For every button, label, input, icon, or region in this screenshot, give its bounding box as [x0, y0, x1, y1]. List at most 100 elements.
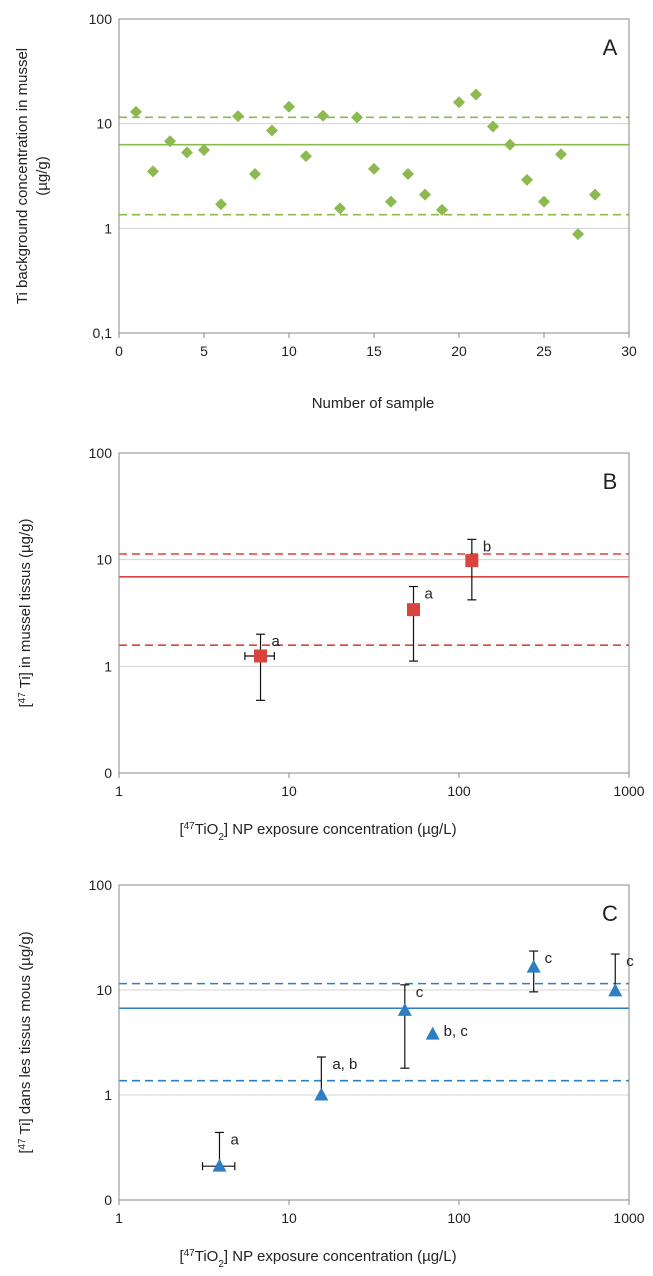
diamond-marker	[232, 110, 244, 123]
y-tick-label: 0,1	[93, 325, 113, 341]
panel-letter: B	[603, 469, 618, 494]
x-tick-label: 20	[451, 343, 467, 359]
significance-label: b, c	[444, 1023, 469, 1040]
diamond-marker	[572, 228, 584, 241]
panel-letter: C	[602, 901, 618, 926]
triangle-marker	[526, 959, 541, 973]
triangle-marker	[397, 1002, 412, 1016]
significance-label: a, b	[332, 1056, 357, 1073]
diamond-marker	[181, 146, 193, 159]
y-tick-label: 0	[104, 1192, 112, 1208]
x-axis-title-part: TiO	[195, 1248, 219, 1265]
diamond-marker	[487, 120, 499, 133]
triangle-marker	[314, 1087, 329, 1101]
y-tick-label: 100	[89, 877, 113, 893]
x-axis-title-part: ] NP exposure concentration (µg/L)	[224, 1248, 457, 1265]
x-tick-label: 10	[281, 343, 297, 359]
diamond-marker	[521, 173, 533, 186]
x-axis-title-part: 47	[184, 1248, 196, 1259]
x-axis-title-part: ] NP exposure concentration (µg/L)	[224, 821, 457, 838]
x-tick-label: 100	[447, 783, 471, 799]
significance-label: a	[230, 1131, 239, 1148]
significance-label: c	[416, 984, 424, 1001]
y-tick-label: 10	[96, 982, 112, 998]
x-tick-label: 15	[366, 343, 382, 359]
significance-label: b	[483, 538, 491, 555]
significance-label: c	[626, 953, 634, 970]
diamond-marker	[470, 88, 482, 101]
y-tick-label: 10	[96, 552, 112, 568]
diamond-marker	[147, 165, 159, 178]
triangle-marker	[608, 983, 623, 997]
diamond-marker	[300, 150, 312, 163]
diamond-marker	[215, 198, 227, 211]
y-tick-label: 10	[96, 116, 112, 132]
y-axis-title-part: [	[17, 1149, 34, 1154]
x-axis-title: Number of sample	[312, 395, 435, 412]
x-axis-title-part: [	[179, 821, 184, 838]
plot-frame	[118, 884, 630, 1201]
y-tick-label: 1	[104, 1087, 112, 1103]
x-tick-label: 100	[447, 1210, 471, 1226]
square-marker	[254, 649, 268, 663]
x-axis-title-part: [	[179, 1248, 184, 1265]
y-axis-title: [47 Ti] in mussel tissus (µg/g)	[17, 519, 35, 708]
diamond-marker	[555, 148, 567, 161]
y-axis-title-part: 47	[17, 692, 28, 704]
x-axis-title-part: 2	[218, 832, 224, 843]
diamond-marker	[436, 203, 448, 216]
square-marker	[407, 603, 421, 617]
significance-label: a	[425, 586, 434, 603]
diamond-marker	[249, 168, 261, 181]
y-axis-title-part: 47	[17, 1138, 28, 1150]
triangle-marker	[212, 1158, 227, 1172]
diamond-marker	[385, 195, 397, 208]
y-axis-title-part: Ti] in mussel tissus (µg/g)	[17, 519, 34, 693]
x-tick-label: 30	[621, 343, 637, 359]
diamond-marker	[368, 162, 380, 175]
y-tick-label: 1	[104, 220, 112, 236]
diamond-marker	[402, 168, 414, 181]
x-axis-title: [47TiO2] NP exposure concentration (µg/L…	[179, 821, 456, 843]
diamond-marker	[283, 100, 295, 113]
diamond-marker	[317, 109, 329, 122]
x-axis-title-part: 47	[184, 821, 196, 832]
x-tick-label: 1000	[613, 783, 644, 799]
diamond-marker	[504, 138, 516, 151]
x-tick-label: 1000	[613, 1210, 644, 1226]
panel-a: 0,1 1 10 100 0 5 10 15 20 25 30 A Number of sample Ti…	[14, 11, 637, 412]
significance-label: a	[272, 633, 281, 650]
diamond-marker	[198, 144, 210, 157]
panel-letter: A	[603, 35, 618, 60]
x-tick-label: 25	[536, 343, 552, 359]
significance-label: c	[545, 950, 553, 967]
x-axis-title-part: TiO	[195, 821, 219, 838]
y-axis-title-unit: (µg/g)	[34, 156, 51, 196]
plot-frame	[118, 452, 630, 774]
x-axis-title-part: 2	[218, 1259, 224, 1270]
diamond-marker	[130, 105, 142, 118]
diamond-marker	[334, 202, 346, 215]
diamond-marker	[453, 96, 465, 109]
triangle-marker	[425, 1026, 440, 1040]
y-tick-label: 100	[89, 445, 113, 461]
y-axis-title: Ti background concentration in mussel	[14, 48, 31, 304]
diamond-marker	[351, 111, 363, 124]
x-tick-label: 0	[115, 343, 123, 359]
y-axis-title-part: [	[17, 702, 34, 707]
diamond-marker	[164, 135, 176, 148]
y-axis-title: [47 Ti] dans les tissus mous (µg/g)	[17, 931, 35, 1153]
x-tick-label: 10	[281, 1210, 297, 1226]
x-tick-label: 1	[115, 1210, 123, 1226]
diamond-marker	[538, 195, 550, 208]
x-axis-title: [47TiO2] NP exposure concentration (µg/L…	[179, 1248, 456, 1270]
y-tick-label: 100	[89, 11, 113, 27]
diamond-marker	[266, 124, 278, 137]
x-tick-label: 1	[115, 783, 123, 799]
diamond-marker	[589, 188, 601, 201]
diamond-marker	[419, 188, 431, 201]
